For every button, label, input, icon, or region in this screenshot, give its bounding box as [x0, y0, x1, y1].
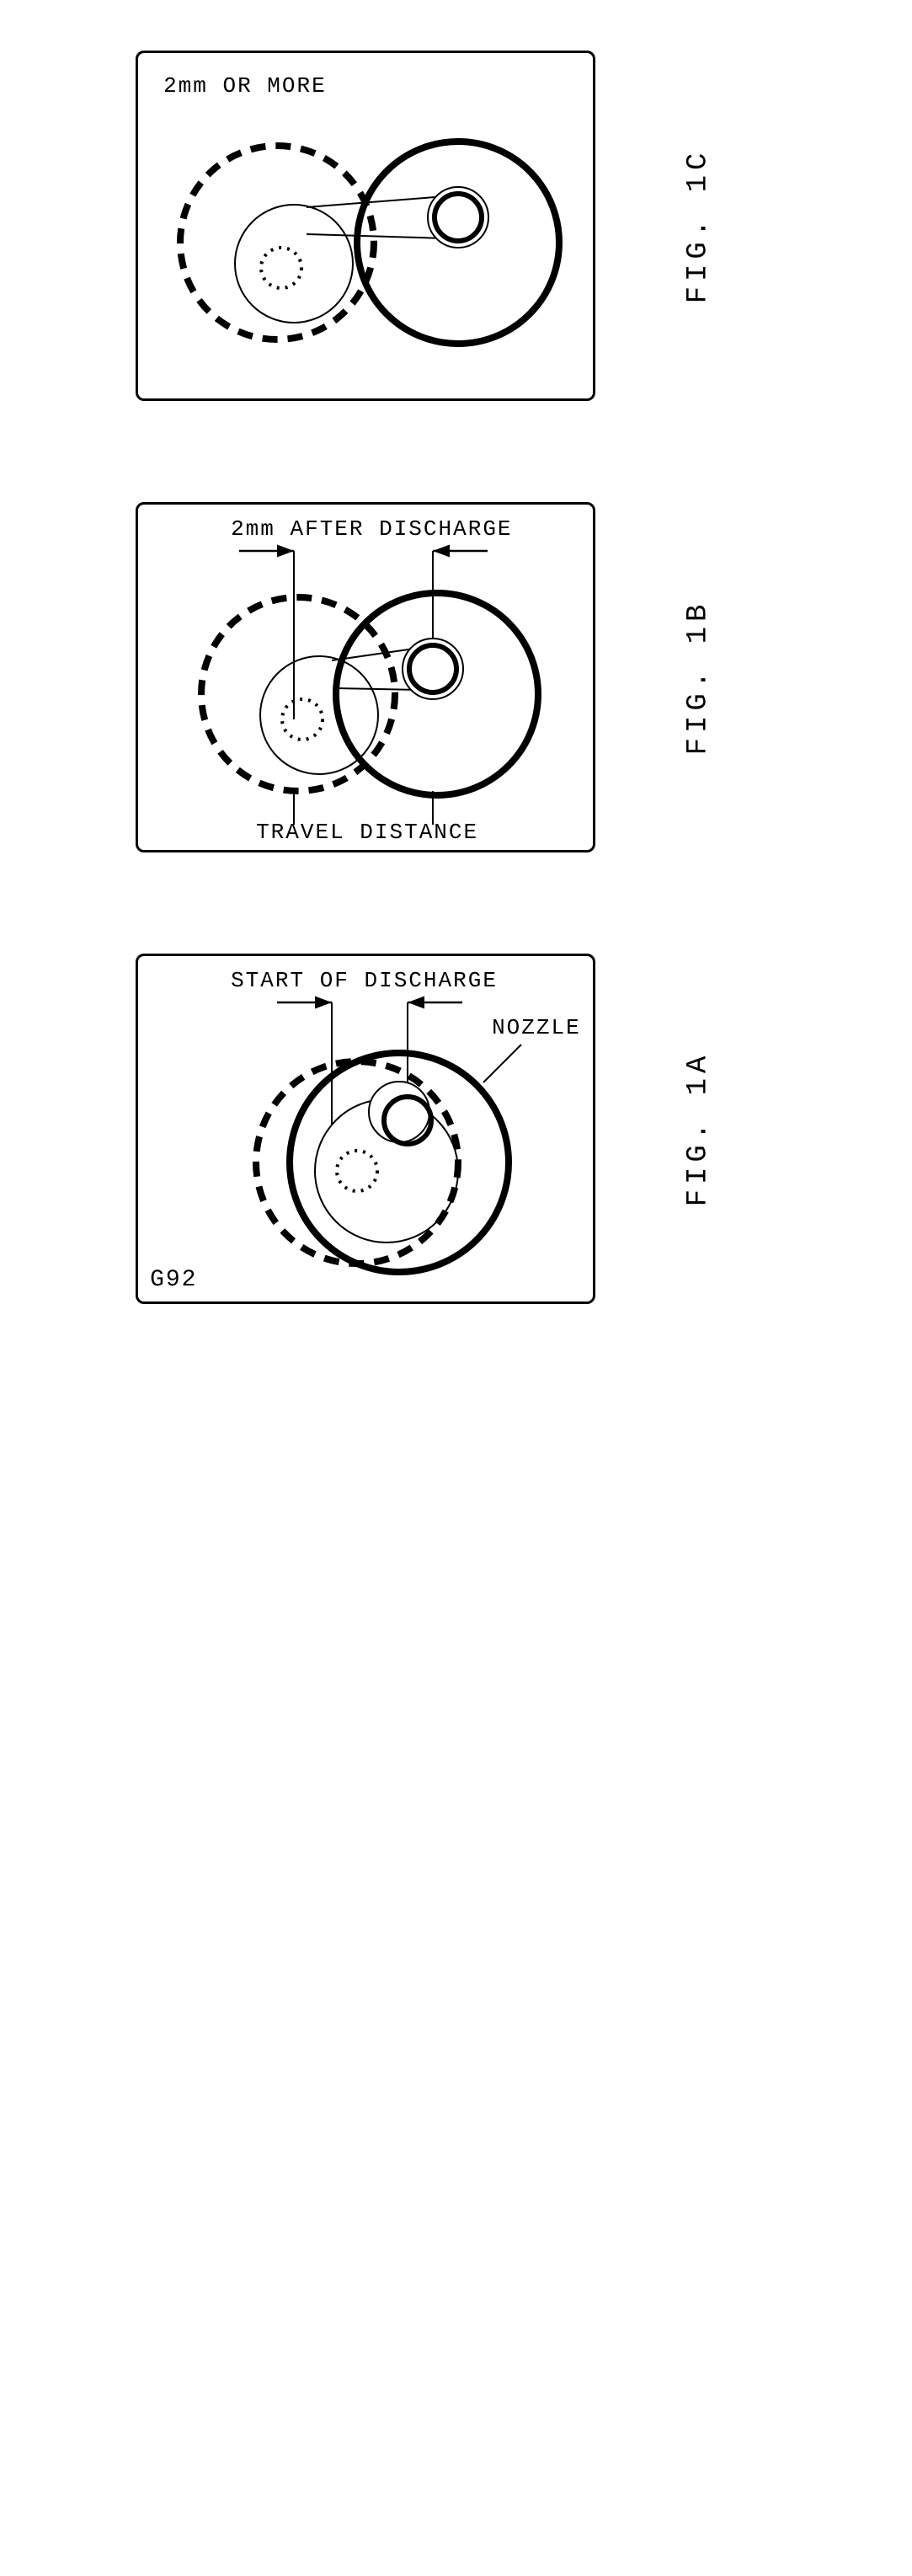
panel-frame-a: G92 START OF DISCHARGE NOZZLE: [136, 954, 595, 1304]
panel-frame-c: 2mm OR MORE: [136, 51, 595, 401]
panel-frame-b: 2mm AFTER DISCHARGE TRAVEL DISTANCE: [136, 502, 595, 852]
caption-b: FIG. 1B: [682, 600, 714, 756]
caption-a: FIG. 1A: [682, 1051, 714, 1207]
diagram-b: [138, 505, 593, 850]
panel-group-c: 2mm OR MORE FIG. 1C: [136, 51, 776, 401]
panel-group-a: G92 START OF DISCHARGE NOZZLE: [136, 954, 776, 1304]
diagram-a: [138, 956, 593, 1301]
panel-group-b: 2mm AFTER DISCHARGE TRAVEL DISTANCE: [136, 502, 776, 852]
figure-page: 2mm OR MORE FIG. 1C 2mm AFTER DISCHARGE …: [17, 17, 895, 1304]
diagram-c: [138, 53, 593, 398]
caption-c: FIG. 1C: [682, 148, 714, 304]
